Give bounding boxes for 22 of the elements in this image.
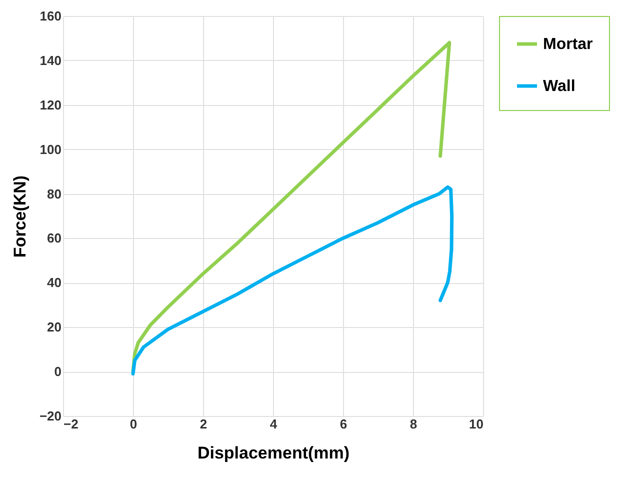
y-tick-label: 0 [54,364,62,380]
x-tick-label: 8 [410,416,418,432]
x-tick-label: 4 [270,416,278,432]
legend-label: Mortar [543,36,593,53]
y-tick-label: 20 [47,320,62,335]
y-tick-label: −20 [39,408,62,424]
x-tick-label: 2 [200,416,208,432]
line-series [131,185,454,376]
y-tick-label: 120 [40,97,62,112]
x-axis-title: Displacement(mm) [197,444,350,462]
x-tick-label: −2 [64,416,78,432]
y-tick-label: 100 [40,142,62,157]
y-tick-label: 160 [40,8,62,24]
y-tick-label: 60 [47,230,62,246]
y-tick-label: 80 [47,186,62,202]
x-tick-label: 6 [340,416,348,432]
x-tick-label: 0 [130,416,138,432]
y-axis-title: Force(KN) [10,175,30,258]
legend-label: Wall [543,78,576,95]
y-tick-label: 40 [47,275,62,290]
x-tick-label: 10 [469,416,484,432]
y-tick-label: 140 [40,52,62,68]
